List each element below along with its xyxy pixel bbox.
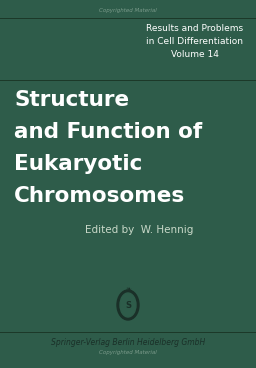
Text: in Cell Differentiation: in Cell Differentiation [146, 37, 243, 46]
Text: Structure: Structure [14, 90, 129, 110]
Text: S: S [125, 301, 131, 309]
Ellipse shape [117, 290, 139, 320]
Text: Eukaryotic: Eukaryotic [14, 154, 142, 174]
Text: Chromosomes: Chromosomes [14, 186, 185, 206]
Text: and Function of: and Function of [14, 122, 202, 142]
Text: Copyrighted Material: Copyrighted Material [99, 350, 157, 355]
Text: Results and Problems: Results and Problems [146, 24, 243, 33]
Ellipse shape [120, 293, 136, 317]
Text: Springer-Verlag Berlin Heidelberg GmbH: Springer-Verlag Berlin Heidelberg GmbH [51, 338, 205, 347]
Text: Edited by  W. Hennig: Edited by W. Hennig [85, 225, 193, 235]
Text: ❧: ❧ [125, 286, 131, 292]
Text: Volume 14: Volume 14 [171, 50, 219, 59]
Text: Copyrighted Material: Copyrighted Material [99, 8, 157, 13]
